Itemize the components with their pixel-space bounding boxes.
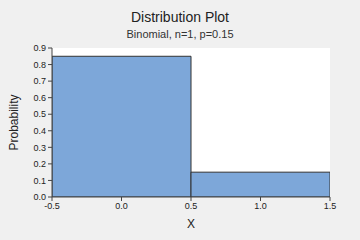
svg-text:0.1: 0.1 (33, 176, 46, 186)
svg-text:0.4: 0.4 (33, 126, 46, 136)
svg-text:0.5: 0.5 (185, 201, 198, 211)
svg-text:0.3: 0.3 (33, 143, 46, 153)
svg-text:-0.5: -0.5 (44, 201, 60, 211)
svg-text:0.6: 0.6 (33, 93, 46, 103)
svg-text:1.0: 1.0 (254, 201, 267, 211)
svg-text:0.9: 0.9 (33, 43, 46, 53)
svg-text:0.8: 0.8 (33, 60, 46, 70)
svg-text:X: X (187, 217, 195, 231)
svg-text:0.7: 0.7 (33, 76, 46, 86)
svg-text:0.2: 0.2 (33, 159, 46, 169)
svg-text:0.0: 0.0 (115, 201, 128, 211)
svg-text:0.0: 0.0 (33, 192, 46, 202)
svg-text:1.5: 1.5 (324, 201, 337, 211)
svg-text:0.5: 0.5 (33, 109, 46, 119)
html-text:Distribution Plot: Distribution Plot (131, 9, 229, 25)
html-text:Binomial, n=1, p=0.15: Binomial, n=1, p=0.15 (126, 28, 234, 40)
svg-text:Probability: Probability (8, 94, 21, 150)
